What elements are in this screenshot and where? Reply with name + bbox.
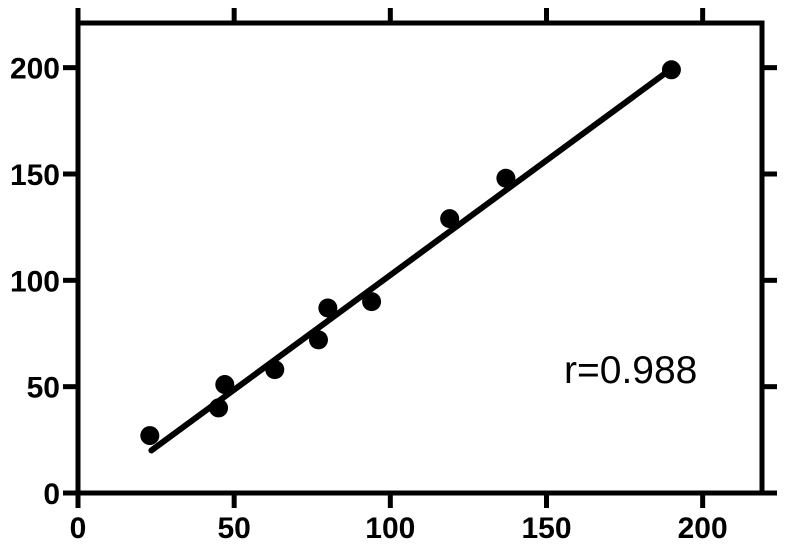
- y-tick-label: 100: [10, 265, 60, 298]
- y-tick-label: 150: [10, 159, 60, 192]
- x-tick-label: 0: [70, 512, 87, 545]
- x-tick-label: 200: [678, 512, 728, 545]
- y-tick-label: 50: [27, 372, 60, 405]
- y-tick-label: 200: [10, 53, 60, 86]
- data-point: [215, 375, 235, 395]
- x-tick-label: 50: [217, 512, 250, 545]
- data-point: [496, 168, 516, 188]
- data-point: [140, 426, 160, 446]
- data-point: [308, 330, 328, 350]
- data-point: [318, 298, 338, 318]
- data-point: [362, 292, 382, 312]
- correlation-coefficient-label: r=0.988: [564, 349, 698, 392]
- data-point: [440, 209, 460, 229]
- y-tick-label: 0: [43, 478, 60, 511]
- x-tick-label: 100: [365, 512, 415, 545]
- x-tick-label: 150: [521, 512, 571, 545]
- regression-line: [148, 65, 675, 454]
- plot-frame: [75, 20, 765, 496]
